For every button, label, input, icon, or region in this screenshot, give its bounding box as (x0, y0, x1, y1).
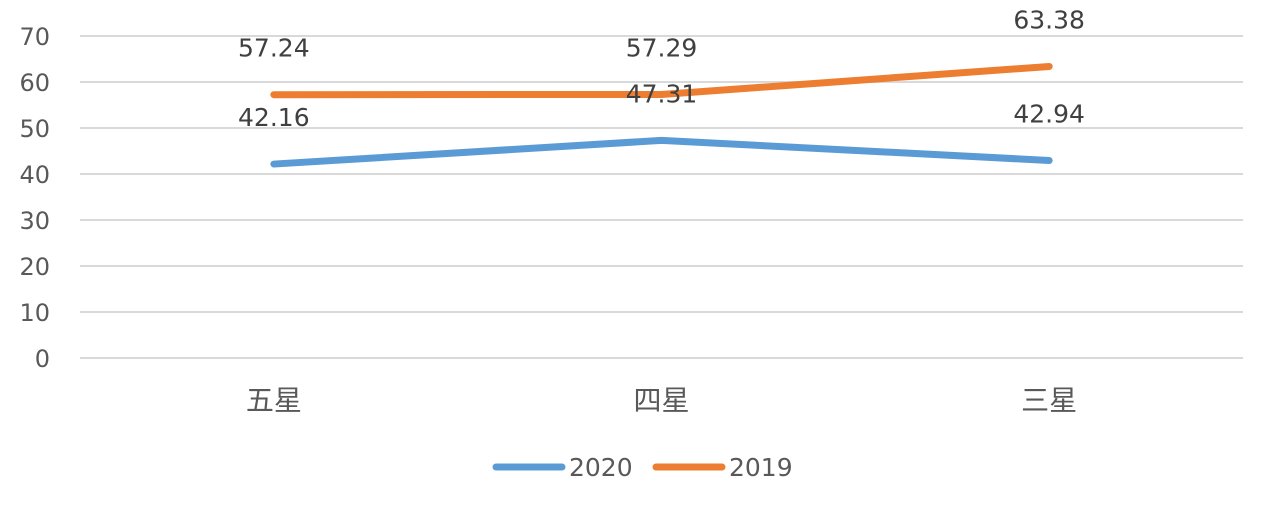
gridlines (80, 35, 1243, 359)
data-label-2019: 57.29 (626, 33, 698, 62)
y-axis: 0 10 20 30 40 50 60 70 (19, 23, 50, 373)
y-tick-label: 20 (19, 253, 50, 281)
legend-label-2019: 2019 (729, 453, 793, 482)
series-lines (270, 62, 1053, 168)
y-tick-label: 10 (19, 299, 50, 327)
y-tick-label: 0 (35, 345, 50, 373)
y-tick-label: 50 (19, 115, 50, 143)
data-point-2020 (273, 163, 275, 165)
data-point-2020 (661, 139, 662, 141)
data-labels: 42.16 47.31 42.94 57.24 57.29 63.38 (238, 5, 1085, 132)
data-label-2020: 42.16 (238, 103, 310, 132)
data-label-2020: 42.94 (1013, 99, 1085, 128)
data-point-2019 (661, 93, 662, 95)
x-category-label: 四星 (633, 384, 689, 417)
legend: 2020 2019 (492, 453, 793, 482)
x-axis: 五星 四星 三星 (246, 384, 1077, 417)
y-tick-label: 70 (19, 23, 50, 51)
legend-label-2020: 2020 (569, 453, 633, 482)
y-tick-label: 40 (19, 161, 50, 189)
data-label-2019: 57.24 (238, 34, 310, 63)
x-category-label: 三星 (1021, 384, 1077, 417)
series-line-2020 (270, 136, 1053, 168)
data-label-2019: 63.38 (1013, 5, 1085, 34)
y-tick-label: 60 (19, 69, 50, 97)
data-point-2020 (1048, 159, 1050, 161)
data-point-2019 (273, 94, 275, 96)
data-point-2019 (1048, 65, 1050, 67)
y-tick-label: 30 (19, 207, 50, 235)
data-label-2020: 47.31 (626, 79, 698, 108)
x-category-label: 五星 (246, 384, 302, 417)
